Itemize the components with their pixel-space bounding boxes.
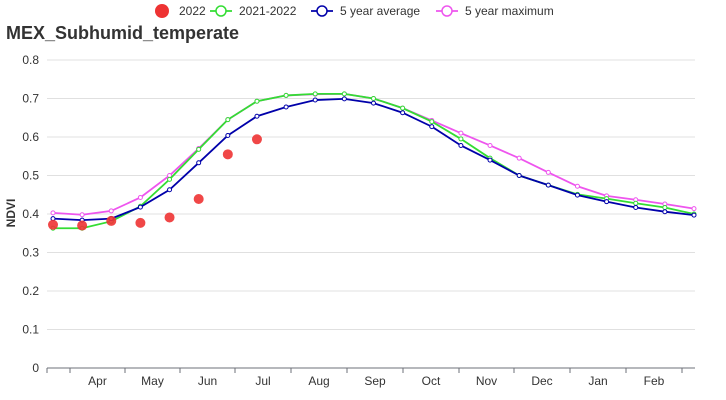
series-point [225,117,231,123]
y-tick-label: 0.3 [22,246,39,260]
series-point [545,169,551,175]
y-axis-title: NDVI [4,199,18,228]
x-tick-label: Sep [364,374,386,388]
legend-circle-marker [316,5,328,17]
series-point [691,212,697,218]
series-point [574,192,580,198]
y-tick-label: 0.5 [22,169,39,183]
series-point [633,204,639,210]
legend-label: 5 year average [340,4,420,18]
series-point [604,199,610,205]
series-point [196,146,202,152]
series-layer [48,91,697,231]
y-tick-label: 0.6 [22,130,39,144]
series-point-2022 [222,149,233,160]
x-tick-label: Aug [308,374,329,388]
chart-title: MEX_Subhumid_temperate [6,23,239,43]
series-point [225,132,231,138]
series-point [108,208,114,214]
series-point [50,210,56,216]
series-point [429,119,435,125]
y-tick-label: 0 [32,361,39,375]
y-tick-label: 0.4 [22,207,39,221]
y-tick-label: 0.7 [22,92,39,106]
series-line [52,97,695,222]
series-point [283,104,289,110]
legend-circle-marker [441,5,453,17]
series-point [371,100,376,106]
x-tick-label: Oct [422,374,441,388]
series-point [545,182,551,188]
series-point [137,204,143,210]
series-point [662,209,668,215]
series-point [691,206,697,212]
series-point [371,96,376,101]
series-point [487,142,493,148]
series-point [341,96,347,102]
series-point-2022 [106,215,117,226]
series-point [79,212,85,218]
series-point [458,130,464,136]
y-tick-label: 0.1 [22,323,39,337]
series-point [458,136,464,142]
series-point [400,110,406,116]
y-tick-label: 0.8 [22,53,39,67]
series-point [167,187,173,193]
x-tick-label: Feb [644,374,665,388]
series-point [167,176,173,182]
series-point-2022 [48,219,58,230]
series-point [254,98,260,104]
series-line [53,92,695,230]
series-point-2022 [251,134,262,145]
x-tick-label: Jul [255,374,270,388]
legend-label: 2021-2022 [239,4,297,18]
series-point-2022 [77,220,88,231]
series-point [312,91,318,97]
series-point [458,142,464,148]
series-point-2022 [135,217,146,228]
series-point [400,105,406,111]
series-point [487,157,493,163]
series-point-2022 [164,212,175,223]
series-point [662,204,668,210]
x-tick-label: Jun [198,374,217,388]
gridlines [47,59,695,330]
series-point [516,173,522,178]
legend-marker-2022 [155,4,169,18]
legend-circle-marker [215,5,227,17]
x-tick-label: May [141,374,164,388]
y-tick-label: 0.2 [22,284,39,298]
series-point-2022 [193,193,204,204]
x-tick-label: Dec [531,374,552,388]
series-point [516,155,522,161]
series-point [633,200,639,206]
series-point [574,183,580,189]
legend[interactable]: 2022 2021-2022 5 year average 5 year maximu… [155,4,554,18]
series-point [137,194,143,200]
x-tick-label: Jan [588,374,607,388]
series-point [341,91,347,97]
legend-label: 5 year maximum [465,4,554,18]
series-point [283,92,289,98]
series-point [254,113,260,119]
legend-label: 2022 [179,4,206,18]
series-point [196,160,202,166]
series-point [429,124,435,130]
axes: 0 0.1 0.2 0.3 0.4 0.5 0.6 0.7 0.8 Apr May Jun Jul Aug… [22,53,695,388]
x-tick-label: Apr [88,374,107,388]
x-tick-label: Nov [476,374,497,388]
series-point [312,97,318,103]
